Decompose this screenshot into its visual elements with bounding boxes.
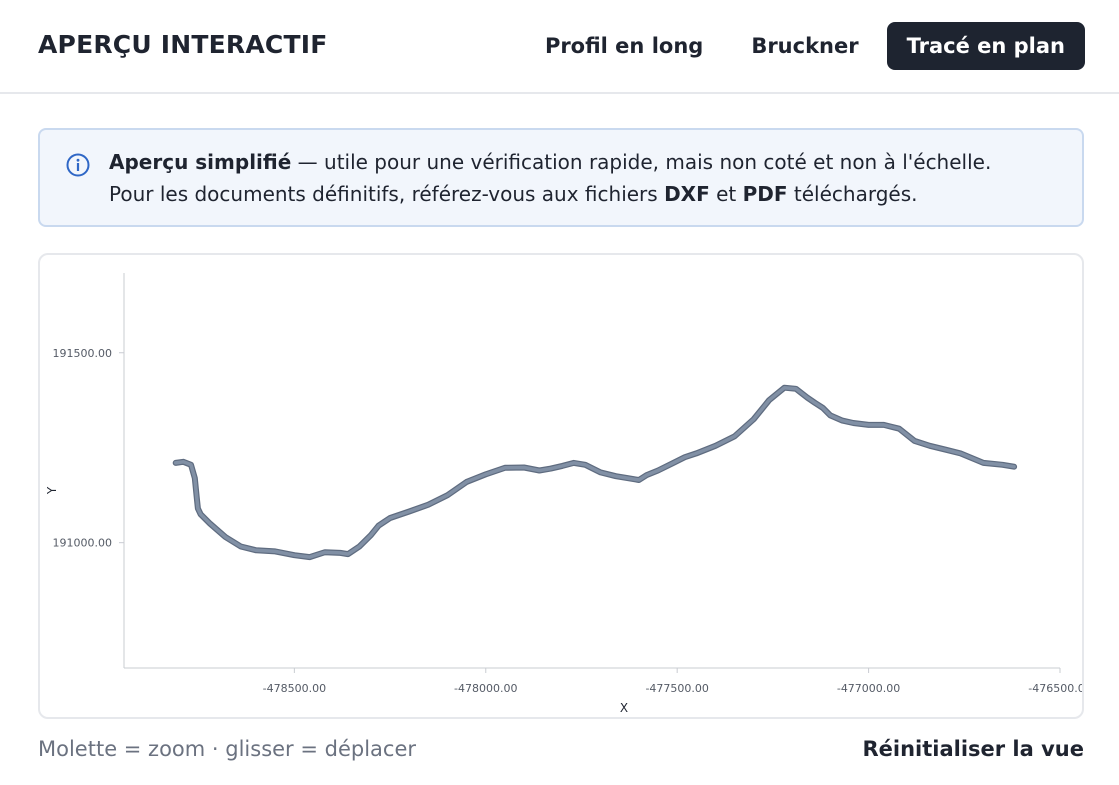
reset-view-button[interactable]: Réinitialiser la vue xyxy=(862,737,1084,761)
y-tick-label: 191500.00 xyxy=(53,347,113,360)
info-line2-before: Pour les documents définitifs, référez-v… xyxy=(109,182,665,206)
info-message: Aperçu simplifié — utile pour une vérifi… xyxy=(109,146,991,210)
info-strong: Aperçu simplifié xyxy=(109,150,292,174)
tab-profil-en-long[interactable]: Profil en long xyxy=(544,34,704,58)
x-tick-label: -476500.00 xyxy=(1028,682,1084,695)
alignment-line-outline xyxy=(172,384,1018,561)
y-tick-label: 191000.00 xyxy=(53,537,113,550)
x-tick-label: -478500.00 xyxy=(263,682,326,695)
x-tick-label: -477000.00 xyxy=(837,682,900,695)
info-line1-rest: — utile pour une vérification rapide, ma… xyxy=(291,150,992,174)
alignment-chart[interactable]: -478500.00 -478000.00 -477500.00 -477000.00… xyxy=(38,253,1084,719)
top-bar: APERÇU INTERACTIF Profil en long Bruckne… xyxy=(0,0,1119,94)
info-and: et xyxy=(709,182,743,206)
x-tick-label: -477500.00 xyxy=(645,682,708,695)
pdf-label: PDF xyxy=(742,182,788,206)
view-tabs: Profil en long Bruckner Tracé en plan xyxy=(517,22,1085,70)
tab-bruckner[interactable]: Bruckner xyxy=(751,34,859,58)
x-axis-label: X xyxy=(620,701,628,715)
info-line2-after: téléchargés. xyxy=(787,182,918,206)
info-banner: Aperçu simplifié — utile pour une vérifi… xyxy=(38,128,1084,227)
alignment-plot[interactable]: -478500.00 -478000.00 -477500.00 -477000.00… xyxy=(40,255,1084,719)
info-icon xyxy=(66,153,90,177)
page-title: APERÇU INTERACTIF xyxy=(38,30,328,59)
alignment-line xyxy=(173,385,1016,559)
y-axis-label: Y xyxy=(45,486,59,495)
dxf-label: DXF xyxy=(664,182,710,206)
info-line-1: Aperçu simplifié — utile pour une vérifi… xyxy=(109,146,991,178)
x-tick-label: -478000.00 xyxy=(454,682,517,695)
info-line-2: Pour les documents définitifs, référez-v… xyxy=(109,178,991,210)
interaction-hint: Molette = zoom · glisser = déplacer xyxy=(38,737,417,761)
tab-trace-en-plan[interactable]: Tracé en plan xyxy=(886,22,1085,70)
